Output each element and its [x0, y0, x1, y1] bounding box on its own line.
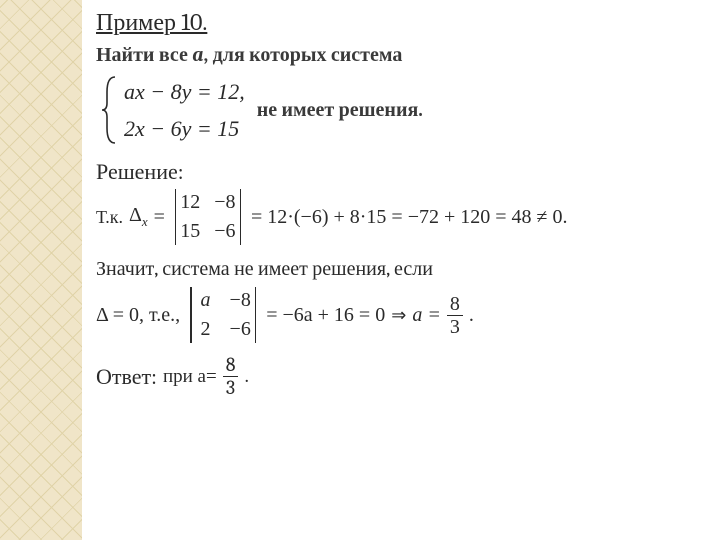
equation-1: ax − 8y = 12,	[124, 73, 245, 110]
det-main-matrix: a −8 2 −6	[196, 287, 251, 343]
decorative-sidebar	[0, 0, 82, 540]
result-prefix: a =	[412, 304, 441, 327]
equals-1: =	[154, 206, 165, 229]
slide-content: Пример 10. Найти все a, для которых сист…	[96, 8, 700, 398]
delta-zero-prefix: Δ = 0, т.е.,	[96, 304, 180, 327]
det-bar-right-2	[255, 287, 256, 343]
problem-statement: Найти все a, для которых система	[96, 43, 700, 67]
system-equations: ax − 8y = 12, 2x − 6y = 15	[124, 73, 245, 147]
answer-row: Ответ: при a= 8 3 .	[96, 355, 700, 398]
answer-label: Ответ:	[96, 364, 157, 390]
conclusion-text: Значит, система не имеет решения, если	[96, 257, 700, 281]
determinant-main: a −8 2 −6	[186, 287, 260, 343]
det-dx-calc: = 12·(−6) + 8·15 = −72 + 120 = 48 ≠ 0.	[251, 206, 568, 229]
period-1: .	[469, 304, 474, 327]
period-2: .	[244, 366, 249, 388]
det-bar-left	[175, 189, 176, 245]
det-bar-right	[240, 189, 241, 245]
implies-arrow: ⇒	[391, 305, 406, 326]
problem-suffix: , для которых система	[204, 43, 403, 66]
delta-x-label: Δx	[129, 204, 148, 230]
example-title: Пример 10.	[96, 8, 700, 37]
equation-2: 2x − 6y = 15	[124, 110, 245, 147]
no-solution-note: не имеет решения.	[257, 98, 423, 122]
det-dx-matrix: 12 −8 15 −6	[180, 189, 235, 245]
problem-var: a	[192, 43, 203, 66]
determinant-dx-row: Т.к. Δx = 12 −8 15 −6 = 12·(−6) + 8·15 =…	[96, 189, 700, 245]
determinant-main-row: Δ = 0, т.е., a −8 2 −6 = −6a + 16 = 0 ⇒ …	[96, 287, 700, 343]
det-main-calc: = −6a + 16 = 0	[266, 304, 385, 327]
determinant-dx: 12 −8 15 −6	[171, 189, 245, 245]
problem-prefix: Найти все	[96, 43, 192, 66]
result-fraction: 8 3	[447, 294, 463, 337]
brace-icon	[100, 75, 120, 145]
answer-fraction: 8 3	[223, 355, 239, 398]
tk-label: Т.к.	[96, 207, 123, 228]
equation-system: ax − 8y = 12, 2x − 6y = 15 не имеет реше…	[100, 73, 700, 147]
det-bar-left-2	[190, 287, 191, 343]
solution-label: Решение:	[96, 159, 700, 185]
answer-text: при a=	[163, 366, 217, 388]
